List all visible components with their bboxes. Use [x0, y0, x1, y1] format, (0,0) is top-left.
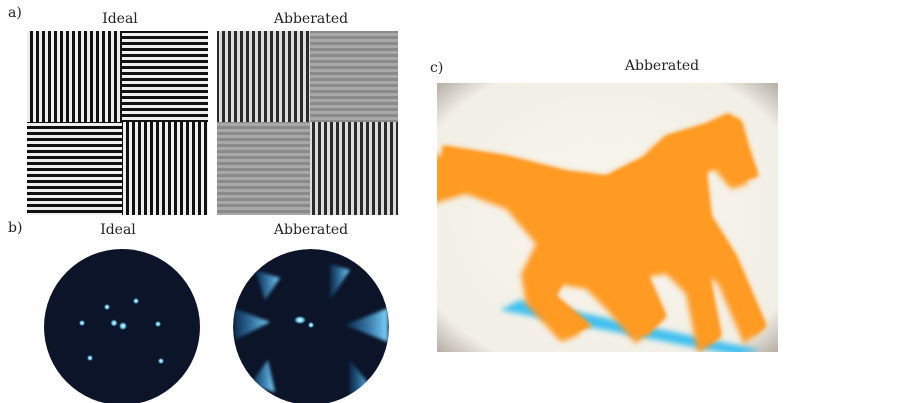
panel-label: b): [8, 220, 22, 236]
ideal-grating: [27, 31, 208, 215]
panel-title: Ideal: [102, 11, 138, 27]
aberrated-photo: [437, 83, 778, 352]
panel-title: Abberated: [273, 11, 348, 27]
panel-title: Abberated: [273, 222, 348, 238]
ideal-psf: [44, 249, 200, 403]
panel-title: Abberated: [624, 58, 699, 74]
aberrated-psf: [233, 249, 389, 403]
panel-title: Ideal: [100, 222, 136, 238]
panel-label: c): [430, 60, 443, 76]
aberrated-grating: [217, 31, 398, 215]
panel-label: a): [8, 5, 22, 21]
